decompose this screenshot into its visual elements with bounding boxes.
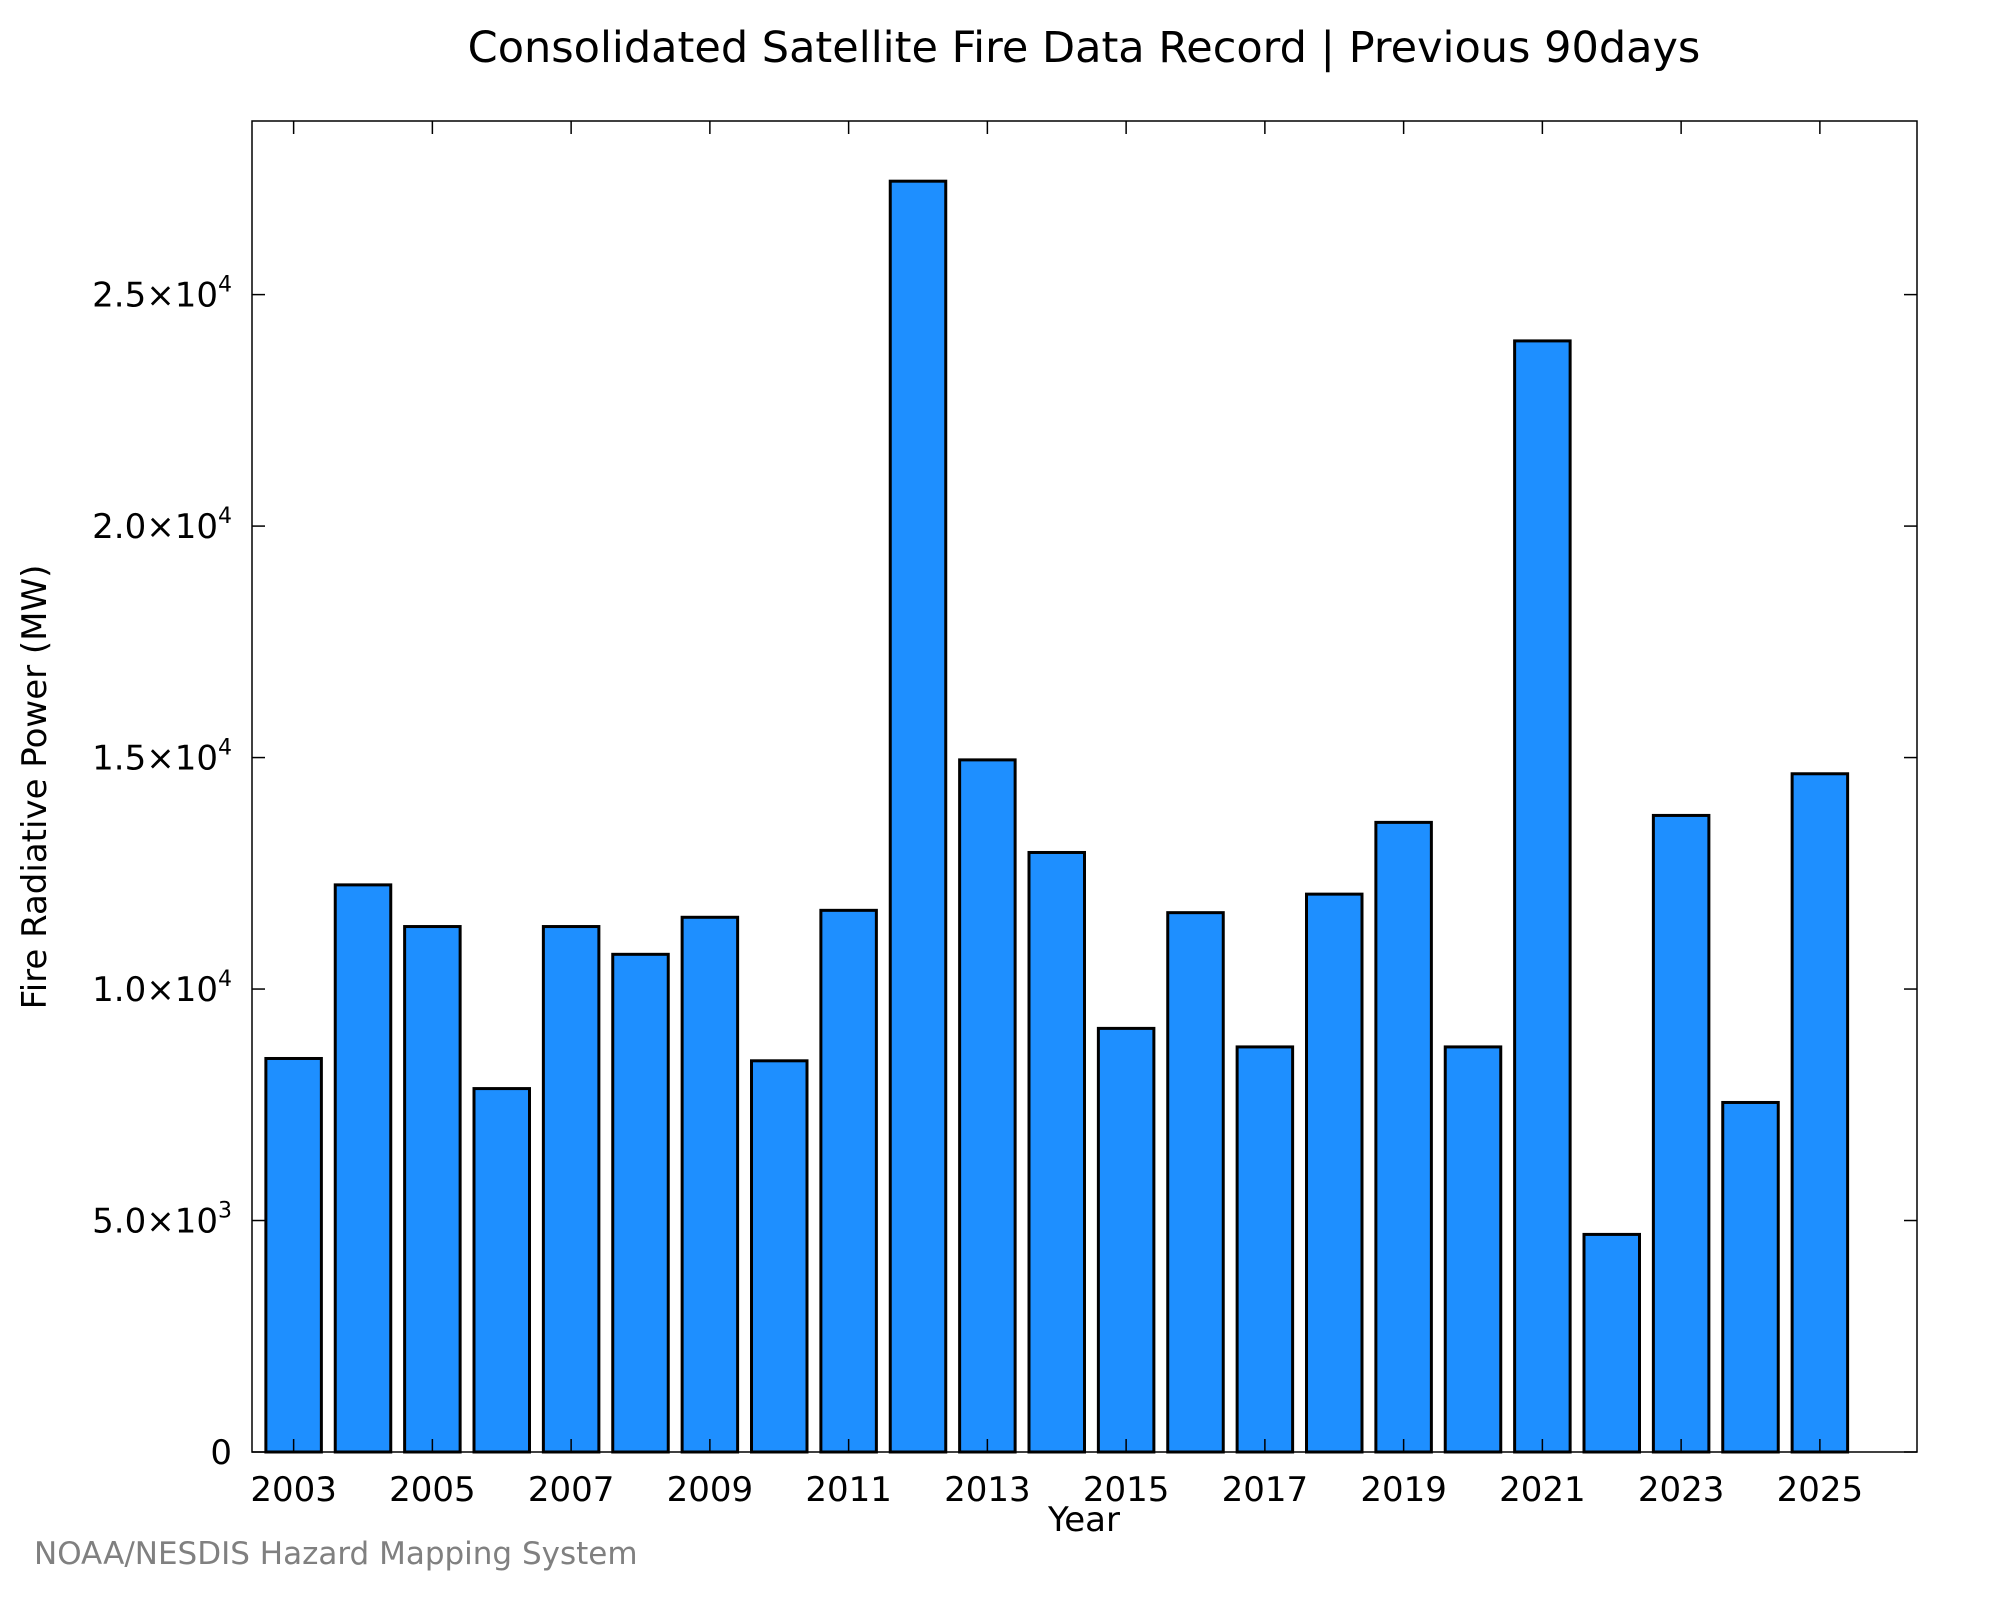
y-tick-label-20000: 2.0×104 <box>92 504 232 547</box>
bar-2003 <box>264 1056 323 1454</box>
bar-2013 <box>958 758 1017 1454</box>
y-tick-label-5000: 5.0×103 <box>92 1199 232 1242</box>
y-tick-label-15000: 1.5×104 <box>92 736 232 779</box>
bar-2005 <box>403 925 462 1454</box>
bar-2018 <box>1305 892 1364 1454</box>
bar-2025 <box>1790 772 1850 1454</box>
bar-2014 <box>1027 850 1086 1454</box>
y-tick-label-10000: 1.0×104 <box>92 967 232 1010</box>
bar-2004 <box>333 883 393 1454</box>
x-axis-title: Year <box>1047 1500 1120 1540</box>
x-tick-label-2019: 2019 <box>1360 1470 1447 1510</box>
x-tick-label-2015: 2015 <box>1083 1470 1170 1510</box>
bar-2020 <box>1443 1045 1503 1454</box>
x-axis: 2003 2005 2007 2009 2011 2013 2015 2017 2019 2021… <box>250 121 1863 1510</box>
x-tick-label-2021: 2021 <box>1499 1470 1586 1510</box>
y-tick-label-25000: 2.5×104 <box>92 273 232 316</box>
chart-title: Consolidated Satellite Fire Data Record … <box>468 23 1701 73</box>
bar-2010 <box>750 1059 809 1454</box>
x-tick-label-2017: 2017 <box>1222 1470 1309 1510</box>
x-tick-label-2023: 2023 <box>1638 1470 1725 1510</box>
bar-2021 <box>1513 339 1572 1454</box>
bar-2008 <box>611 952 670 1454</box>
bar-2006 <box>472 1087 531 1454</box>
x-tick-label-2011: 2011 <box>805 1470 892 1510</box>
x-tick-label-2007: 2007 <box>528 1470 615 1510</box>
bar-2011 <box>819 908 878 1454</box>
y-tick-label-0: 0 <box>210 1433 232 1473</box>
bar-2019 <box>1374 820 1433 1454</box>
y-axis-title: Fire Radiative Power (MW) <box>15 565 55 1010</box>
x-tick-label-2003: 2003 <box>250 1470 337 1510</box>
x-tick-label-2013: 2013 <box>944 1470 1031 1510</box>
source-credit: NOAA/NESDIS Hazard Mapping System <box>34 1536 638 1572</box>
bar-2022 <box>1582 1232 1641 1454</box>
bar-2023 <box>1651 813 1711 1454</box>
x-tick-label-2009: 2009 <box>667 1470 754 1510</box>
x-tick-label-2005: 2005 <box>389 1470 476 1510</box>
bar-2007 <box>541 925 601 1454</box>
x-tick-label-2025: 2025 <box>1777 1470 1864 1510</box>
bar-2009 <box>680 915 740 1454</box>
bars-layer <box>264 179 1850 1454</box>
bar-2012 <box>888 179 948 1454</box>
plot-frame <box>251 120 1918 1453</box>
bar-2017 <box>1235 1045 1295 1454</box>
y-axis: 0 5.0×103 1.0×104 1.5×104 2.0×104 2.5×104 <box>92 273 1917 1473</box>
bar-2016 <box>1166 911 1225 1454</box>
bar-2024 <box>1721 1100 1780 1454</box>
bar-2015 <box>1096 1026 1156 1454</box>
